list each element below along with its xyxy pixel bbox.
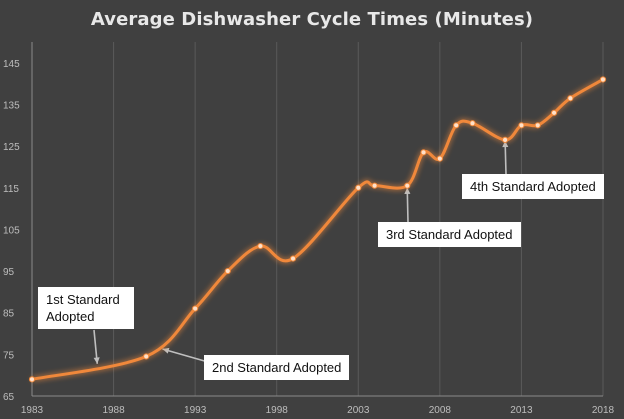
data-point (355, 184, 362, 191)
x-tick-label: 1988 (102, 405, 125, 416)
data-point (567, 95, 574, 102)
data-point (550, 109, 558, 116)
data-point (192, 305, 199, 312)
annotation-1st-standard: 1st Standard Adopted (38, 287, 134, 329)
data-point (28, 376, 36, 383)
data-point (518, 122, 525, 129)
data-point (143, 353, 150, 360)
annotation-4th-standard: 4th Standard Adopted (462, 174, 604, 199)
data-point (436, 155, 443, 162)
x-tick-label: 2018 (592, 405, 615, 416)
y-tick-label: 65 (3, 392, 15, 403)
x-tick-label: 2003 (347, 405, 370, 416)
annotation-2nd-standard: 2nd Standard Adopted (204, 355, 350, 380)
data-point (371, 182, 378, 189)
x-tick-label: 1993 (184, 405, 207, 416)
y-tick-label: 105 (3, 225, 20, 236)
y-tick-label: 95 (3, 267, 15, 278)
data-point (404, 182, 411, 189)
x-tick-label: 2013 (510, 405, 533, 416)
annotation-arrow (93, 329, 100, 364)
x-tick-label: 2008 (429, 405, 452, 416)
y-tick-label: 85 (3, 309, 15, 320)
y-tick-label: 115 (3, 184, 19, 195)
series-cycle-time (28, 76, 607, 383)
data-point (534, 122, 541, 129)
data-point (420, 149, 427, 156)
annotation-arrow (162, 347, 209, 363)
y-tick-label: 75 (3, 350, 15, 361)
annotation-arrows (93, 140, 509, 364)
data-point (599, 76, 607, 83)
annotation-arrow (502, 140, 509, 175)
y-tick-label: 135 (3, 100, 20, 111)
chart-title: Average Dishwasher Cycle Times (Minutes) (90, 9, 534, 30)
data-point (469, 120, 476, 127)
axes: 1983 1988 1993 1998 2003 2008 2013 2018 65 75 85 95… (3, 42, 615, 416)
annotation-arrow (404, 187, 411, 223)
gridlines (31, 42, 604, 396)
data-point (502, 136, 509, 143)
data-point (257, 242, 264, 250)
data-point (453, 122, 460, 129)
x-tick-label: 1983 (21, 405, 44, 416)
y-tick-label: 145 (3, 59, 20, 70)
x-tick-label: 1998 (266, 405, 289, 416)
data-point (224, 267, 231, 275)
annotation-3rd-standard: 3rd Standard Adopted (378, 222, 521, 247)
y-tick-label: 125 (3, 142, 20, 153)
data-point (289, 255, 297, 262)
